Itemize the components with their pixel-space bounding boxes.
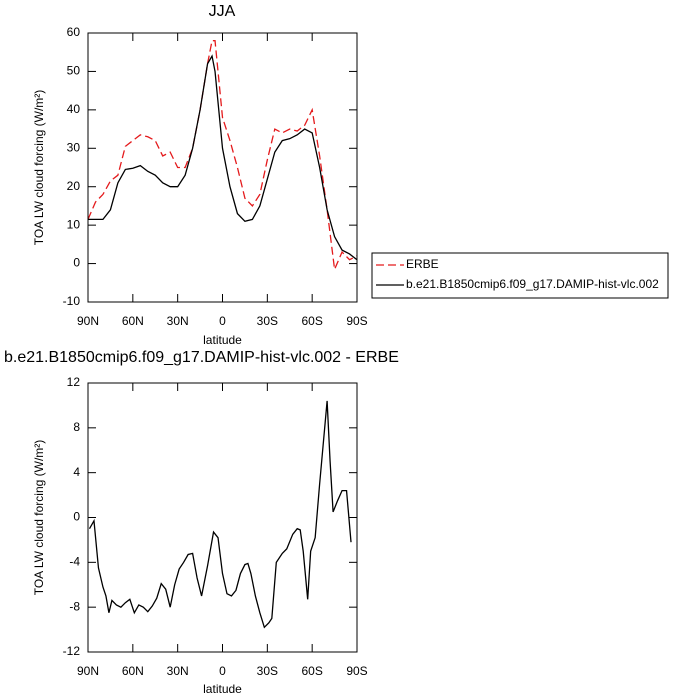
y-axis-label: TOA LW cloud forcing (W/m²) xyxy=(32,90,46,246)
x-tick-label: 30S xyxy=(257,314,278,328)
y-tick-label: 4 xyxy=(73,465,80,479)
chart-title: b.e21.B1850cmip6.f09_g17.DAMIP-hist-vlc.… xyxy=(4,349,399,366)
y-tick-label: -4 xyxy=(69,555,80,569)
y-tick-label: 20 xyxy=(67,179,81,193)
x-tick-label: 0 xyxy=(219,314,226,328)
plot-frame xyxy=(87,32,358,303)
y-tick-label: 0 xyxy=(73,256,80,270)
x-tick-label: 30S xyxy=(257,664,278,678)
data-line xyxy=(88,54,358,261)
legend-box xyxy=(371,252,669,299)
x-tick-label: 60S xyxy=(301,664,322,678)
x-tick-label: 60S xyxy=(301,314,322,328)
chart-title: JJA xyxy=(209,3,236,20)
y-tick-label: -12 xyxy=(63,644,81,658)
y-tick-label: 0 xyxy=(73,510,80,524)
data-line xyxy=(87,40,358,272)
y-tick-label: -10 xyxy=(63,294,81,308)
legend-label: b.e21.B1850cmip6.f09_g17.DAMIP-hist-vlc.… xyxy=(406,277,659,291)
x-tick-label: 60N xyxy=(122,314,144,328)
y-tick-label: 40 xyxy=(67,102,81,116)
y-tick-label: 60 xyxy=(67,25,81,39)
x-axis-label: latitude xyxy=(203,682,242,696)
data-line xyxy=(88,400,352,629)
legend-label: ERBE xyxy=(406,257,439,271)
y-axis-label: TOA LW cloud forcing (W/m²) xyxy=(32,440,46,596)
x-tick-label: 30N xyxy=(167,664,189,678)
x-tick-label: 60N xyxy=(122,664,144,678)
x-tick-label: 30N xyxy=(167,314,189,328)
y-tick-label: 8 xyxy=(73,420,80,434)
y-tick-label: 50 xyxy=(67,64,81,78)
x-tick-label: 90N xyxy=(77,314,99,328)
plot-frame xyxy=(87,382,358,653)
y-tick-label: 12 xyxy=(67,375,81,389)
y-tick-label: 10 xyxy=(67,217,81,231)
x-tick-label: 0 xyxy=(219,664,226,678)
y-tick-label: 30 xyxy=(67,140,81,154)
y-tick-label: -8 xyxy=(69,599,80,613)
x-tick-label: 90S xyxy=(346,664,367,678)
x-tick-label: 90N xyxy=(77,664,99,678)
x-tick-label: 90S xyxy=(346,314,367,328)
x-axis-label: latitude xyxy=(203,333,242,347)
